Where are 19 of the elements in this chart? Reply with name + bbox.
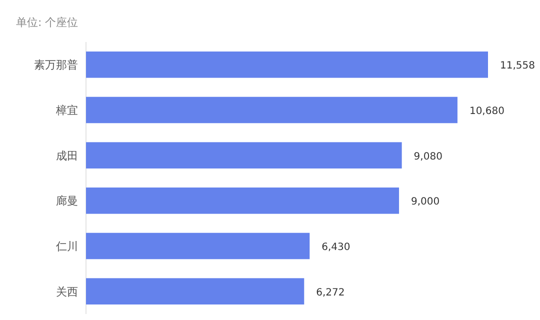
y-tick-label: 成田 (56, 149, 78, 162)
chart-subtitle: 单位: 个座位 (16, 16, 78, 29)
data-label: 9,000 (411, 196, 440, 208)
bar (86, 142, 402, 168)
y-tick-label: 廊曼 (56, 194, 78, 208)
bar (86, 278, 304, 304)
bar (86, 232, 310, 260)
y-tick-label: 素万那普 (34, 58, 78, 72)
bar (86, 96, 458, 124)
data-label: 6,430 (322, 242, 350, 253)
bar (86, 52, 488, 78)
data-label: 11,558 (500, 60, 535, 72)
y-tick-label: 仁川 (56, 240, 78, 253)
data-label: 6,272 (316, 287, 345, 298)
y-tick-label: 樟宜 (55, 104, 78, 117)
data-label: 10,680 (469, 106, 504, 117)
y-tick-label: 关西 (56, 285, 78, 298)
bar (86, 188, 400, 214)
data-label: 9,080 (414, 151, 442, 162)
